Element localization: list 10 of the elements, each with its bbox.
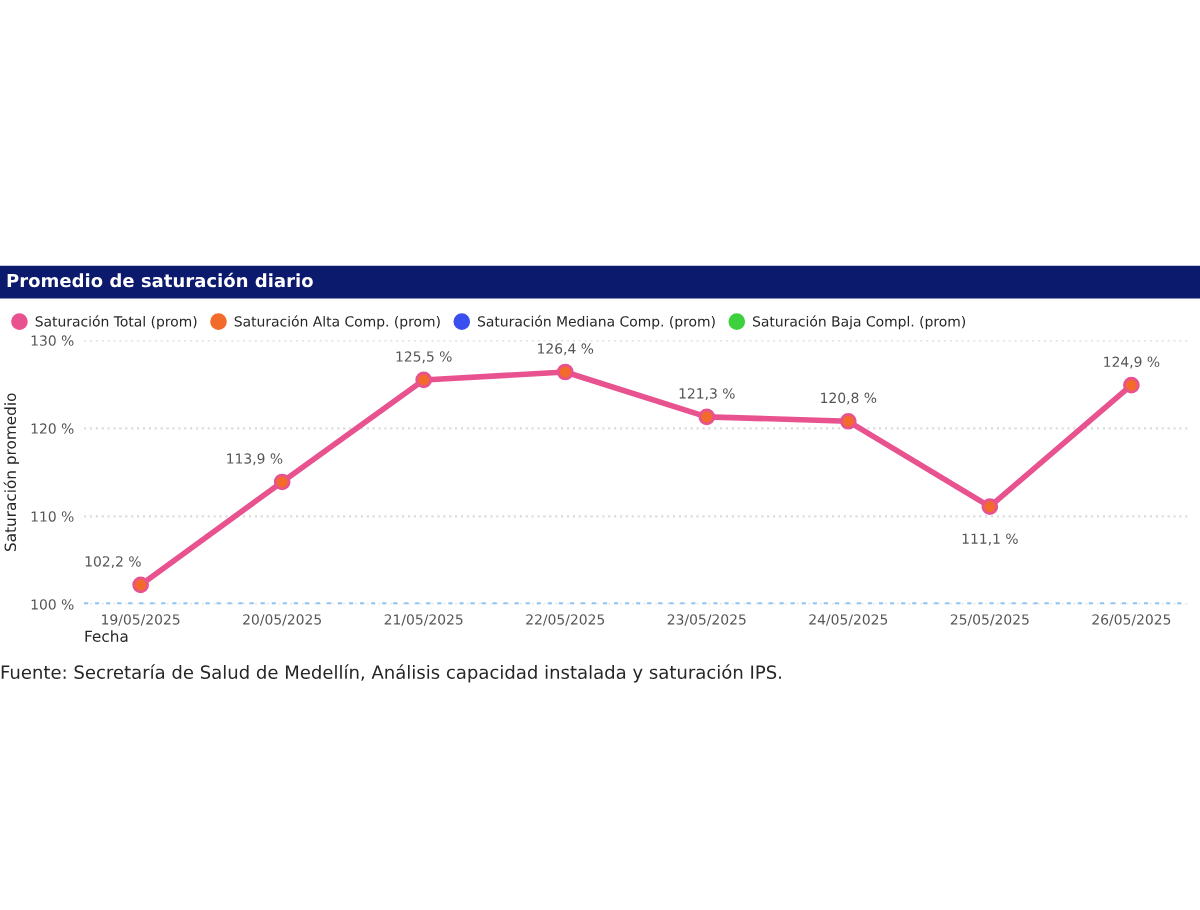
point bbox=[839, 412, 857, 430]
point bbox=[981, 498, 999, 515]
point bbox=[698, 408, 716, 426]
point bbox=[415, 371, 433, 389]
point bbox=[1123, 376, 1140, 394]
point bbox=[273, 473, 291, 491]
chart-title: Promedio de saturación diario bbox=[7, 272, 313, 288]
source-note: Fuente: Secretaría de Salud de Medellín, Análisis capacidad instalada y saturación IPS. bbox=[1, 664, 781, 683]
point bbox=[556, 363, 574, 381]
point bbox=[132, 576, 149, 594]
